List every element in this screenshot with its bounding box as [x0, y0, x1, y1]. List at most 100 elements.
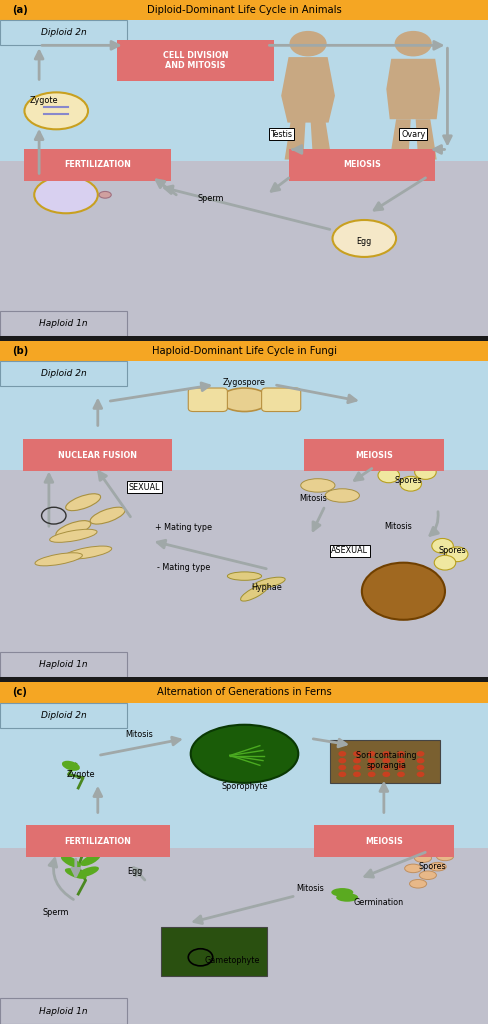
FancyBboxPatch shape — [0, 651, 127, 677]
Ellipse shape — [435, 852, 453, 861]
FancyBboxPatch shape — [188, 388, 227, 412]
Circle shape — [396, 772, 404, 777]
Ellipse shape — [325, 488, 359, 502]
Ellipse shape — [414, 854, 430, 862]
FancyBboxPatch shape — [117, 40, 273, 81]
Ellipse shape — [404, 864, 421, 872]
Text: Zygote: Zygote — [30, 96, 58, 105]
Ellipse shape — [24, 92, 88, 129]
Text: Alternation of Generations in Ferns: Alternation of Generations in Ferns — [157, 687, 331, 697]
Ellipse shape — [336, 893, 357, 902]
FancyBboxPatch shape — [0, 341, 488, 361]
FancyBboxPatch shape — [0, 0, 488, 20]
Polygon shape — [386, 58, 439, 119]
Text: Mitosis: Mitosis — [384, 522, 411, 530]
Ellipse shape — [300, 478, 334, 493]
Circle shape — [382, 758, 389, 763]
Ellipse shape — [77, 866, 99, 878]
Polygon shape — [415, 119, 436, 160]
Text: Germination: Germination — [353, 898, 403, 907]
Text: Mitosis: Mitosis — [299, 495, 326, 504]
FancyBboxPatch shape — [0, 361, 127, 386]
FancyBboxPatch shape — [0, 702, 127, 728]
FancyBboxPatch shape — [0, 470, 488, 677]
FancyBboxPatch shape — [0, 361, 488, 470]
Text: CELL DIVISION
AND MITOSIS: CELL DIVISION AND MITOSIS — [163, 51, 228, 71]
Circle shape — [377, 468, 399, 482]
Text: Mitosis: Mitosis — [296, 885, 324, 893]
Text: Zygospore: Zygospore — [223, 379, 265, 387]
Ellipse shape — [34, 176, 98, 213]
FancyBboxPatch shape — [24, 148, 171, 180]
FancyBboxPatch shape — [304, 439, 443, 471]
Circle shape — [338, 751, 346, 757]
Circle shape — [394, 31, 431, 56]
Text: (a): (a) — [12, 5, 28, 15]
Text: Diploid 2n: Diploid 2n — [41, 28, 86, 37]
Text: Haploid-Dominant Life Cycle in Fungi: Haploid-Dominant Life Cycle in Fungi — [152, 346, 336, 356]
Circle shape — [367, 765, 375, 770]
Circle shape — [352, 772, 360, 777]
Ellipse shape — [220, 388, 268, 412]
FancyBboxPatch shape — [261, 388, 300, 412]
Polygon shape — [310, 119, 331, 160]
FancyBboxPatch shape — [0, 310, 127, 336]
Text: Diploid-Dominant Life Cycle in Animals: Diploid-Dominant Life Cycle in Animals — [147, 5, 341, 15]
Text: ASEXUAL: ASEXUAL — [330, 547, 367, 555]
Circle shape — [446, 547, 467, 561]
Text: MEIOSIS: MEIOSIS — [354, 451, 392, 460]
Ellipse shape — [99, 191, 111, 199]
Ellipse shape — [50, 529, 97, 543]
Circle shape — [431, 539, 452, 553]
FancyBboxPatch shape — [0, 702, 488, 848]
Circle shape — [433, 555, 455, 570]
Circle shape — [352, 758, 360, 763]
Text: Ovary: Ovary — [400, 130, 425, 139]
Text: Egg: Egg — [126, 867, 142, 877]
Ellipse shape — [190, 725, 298, 783]
Text: Gametophyte: Gametophyte — [204, 956, 260, 966]
Text: MEIOSIS: MEIOSIS — [364, 837, 402, 846]
FancyBboxPatch shape — [0, 20, 488, 161]
Ellipse shape — [62, 761, 80, 771]
Circle shape — [382, 772, 389, 777]
Text: Sperm: Sperm — [43, 908, 69, 918]
FancyBboxPatch shape — [0, 682, 488, 702]
Ellipse shape — [90, 507, 125, 524]
FancyBboxPatch shape — [0, 161, 488, 336]
Circle shape — [338, 765, 346, 770]
Text: Mitosis: Mitosis — [125, 730, 153, 739]
Polygon shape — [284, 119, 305, 160]
Text: Spores: Spores — [394, 476, 421, 485]
Text: Hyphae: Hyphae — [251, 584, 281, 592]
Text: Diploid 2n: Diploid 2n — [41, 369, 86, 378]
FancyBboxPatch shape — [288, 148, 434, 180]
Ellipse shape — [240, 585, 267, 601]
Text: Zygote: Zygote — [66, 770, 95, 779]
Ellipse shape — [227, 571, 261, 581]
Circle shape — [416, 765, 424, 770]
Text: - Mating type: - Mating type — [157, 563, 209, 572]
Ellipse shape — [418, 871, 435, 880]
Text: Sori containing
sporangia: Sori containing sporangia — [355, 751, 416, 770]
Ellipse shape — [65, 494, 101, 511]
FancyBboxPatch shape — [0, 848, 488, 1024]
Text: NUCLEAR FUSION: NUCLEAR FUSION — [58, 451, 137, 460]
Text: Diploid 2n: Diploid 2n — [41, 711, 86, 720]
Circle shape — [414, 465, 435, 479]
Circle shape — [382, 765, 389, 770]
Circle shape — [396, 758, 404, 763]
Ellipse shape — [252, 578, 285, 589]
Ellipse shape — [56, 520, 91, 538]
Ellipse shape — [81, 854, 100, 866]
Circle shape — [396, 765, 404, 770]
Ellipse shape — [330, 888, 352, 897]
Text: Haploid 1n: Haploid 1n — [39, 1007, 88, 1016]
Ellipse shape — [35, 553, 82, 566]
Ellipse shape — [332, 220, 395, 257]
Text: FERTILIZATION: FERTILIZATION — [64, 837, 131, 846]
Circle shape — [399, 476, 421, 492]
FancyBboxPatch shape — [25, 824, 170, 857]
Circle shape — [416, 772, 424, 777]
Text: Spores: Spores — [418, 862, 446, 871]
